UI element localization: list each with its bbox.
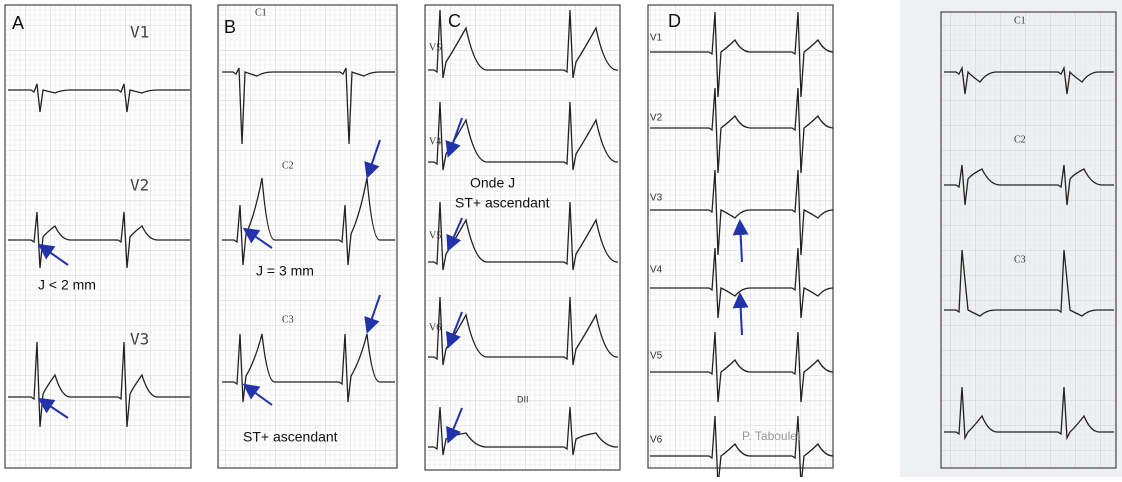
annotation: ST+ ascendant xyxy=(243,429,338,445)
panel-letter: C xyxy=(448,11,461,31)
annotation: ST+ ascendant xyxy=(455,195,550,211)
lead-label: V4 xyxy=(650,265,663,276)
arrow xyxy=(732,219,749,263)
lead-label: C2 xyxy=(1014,134,1026,145)
annotation: Onde J xyxy=(470,175,515,191)
ecg-trace xyxy=(944,249,1114,317)
lead-label: V1 xyxy=(650,33,663,44)
arrow xyxy=(242,227,273,249)
ecg-panel xyxy=(940,11,1117,469)
ecg-trace xyxy=(650,169,834,256)
lead-label: V6 xyxy=(429,322,441,333)
arrow xyxy=(37,243,69,266)
lead-label: C1 xyxy=(1014,15,1026,26)
arrow xyxy=(445,311,463,349)
ecg-trace xyxy=(944,386,1114,441)
ecg-trace xyxy=(650,87,834,174)
lead-label: C3 xyxy=(282,314,294,325)
arrow xyxy=(446,217,463,252)
arrow xyxy=(364,139,381,179)
lead-label: V2 xyxy=(130,176,149,195)
ecg-trace xyxy=(8,211,190,269)
lead-label: DII xyxy=(517,394,529,404)
ecg-trace xyxy=(650,11,834,98)
lead-label: V5 xyxy=(650,351,663,362)
annotation: J < 2 mm xyxy=(38,277,96,293)
arrow xyxy=(732,292,749,336)
ecg-trace xyxy=(650,415,834,482)
ecg-trace xyxy=(944,65,1114,95)
ecg-trace xyxy=(222,177,395,266)
lead-label: C3 xyxy=(1014,254,1026,265)
lead-label: V3 xyxy=(130,330,149,349)
ecg-trace xyxy=(8,341,190,428)
ecg-trace xyxy=(8,83,190,113)
ecg-trace xyxy=(222,67,395,145)
credit: P. Taboulet xyxy=(742,429,801,443)
ecg-trace xyxy=(650,331,834,403)
arrow xyxy=(37,397,69,419)
ecg-panel xyxy=(4,4,192,469)
annotation: J = 3 mm xyxy=(256,263,314,279)
panel-letter: B xyxy=(224,17,236,37)
panel-letter: A xyxy=(12,13,24,33)
lead-label: V3 xyxy=(650,193,663,204)
arrow xyxy=(364,294,381,334)
ecg-trace xyxy=(944,164,1114,206)
ecg-trace xyxy=(428,9,618,79)
lead-label: V5 xyxy=(429,42,441,53)
arrow xyxy=(242,383,273,406)
lead-label: V1 xyxy=(130,23,149,42)
lead-label: V5 xyxy=(429,230,441,241)
ecg-trace xyxy=(222,333,395,403)
panel-letter: D xyxy=(668,11,681,31)
lead-label: C1 xyxy=(255,7,267,18)
arrow xyxy=(446,407,463,444)
ecg-trace xyxy=(650,247,834,319)
lead-label: V4 xyxy=(429,136,441,147)
lead-label: C2 xyxy=(282,160,294,171)
lead-label: V2 xyxy=(650,113,663,124)
arrow xyxy=(445,117,463,158)
lead-label: V6 xyxy=(650,435,663,446)
